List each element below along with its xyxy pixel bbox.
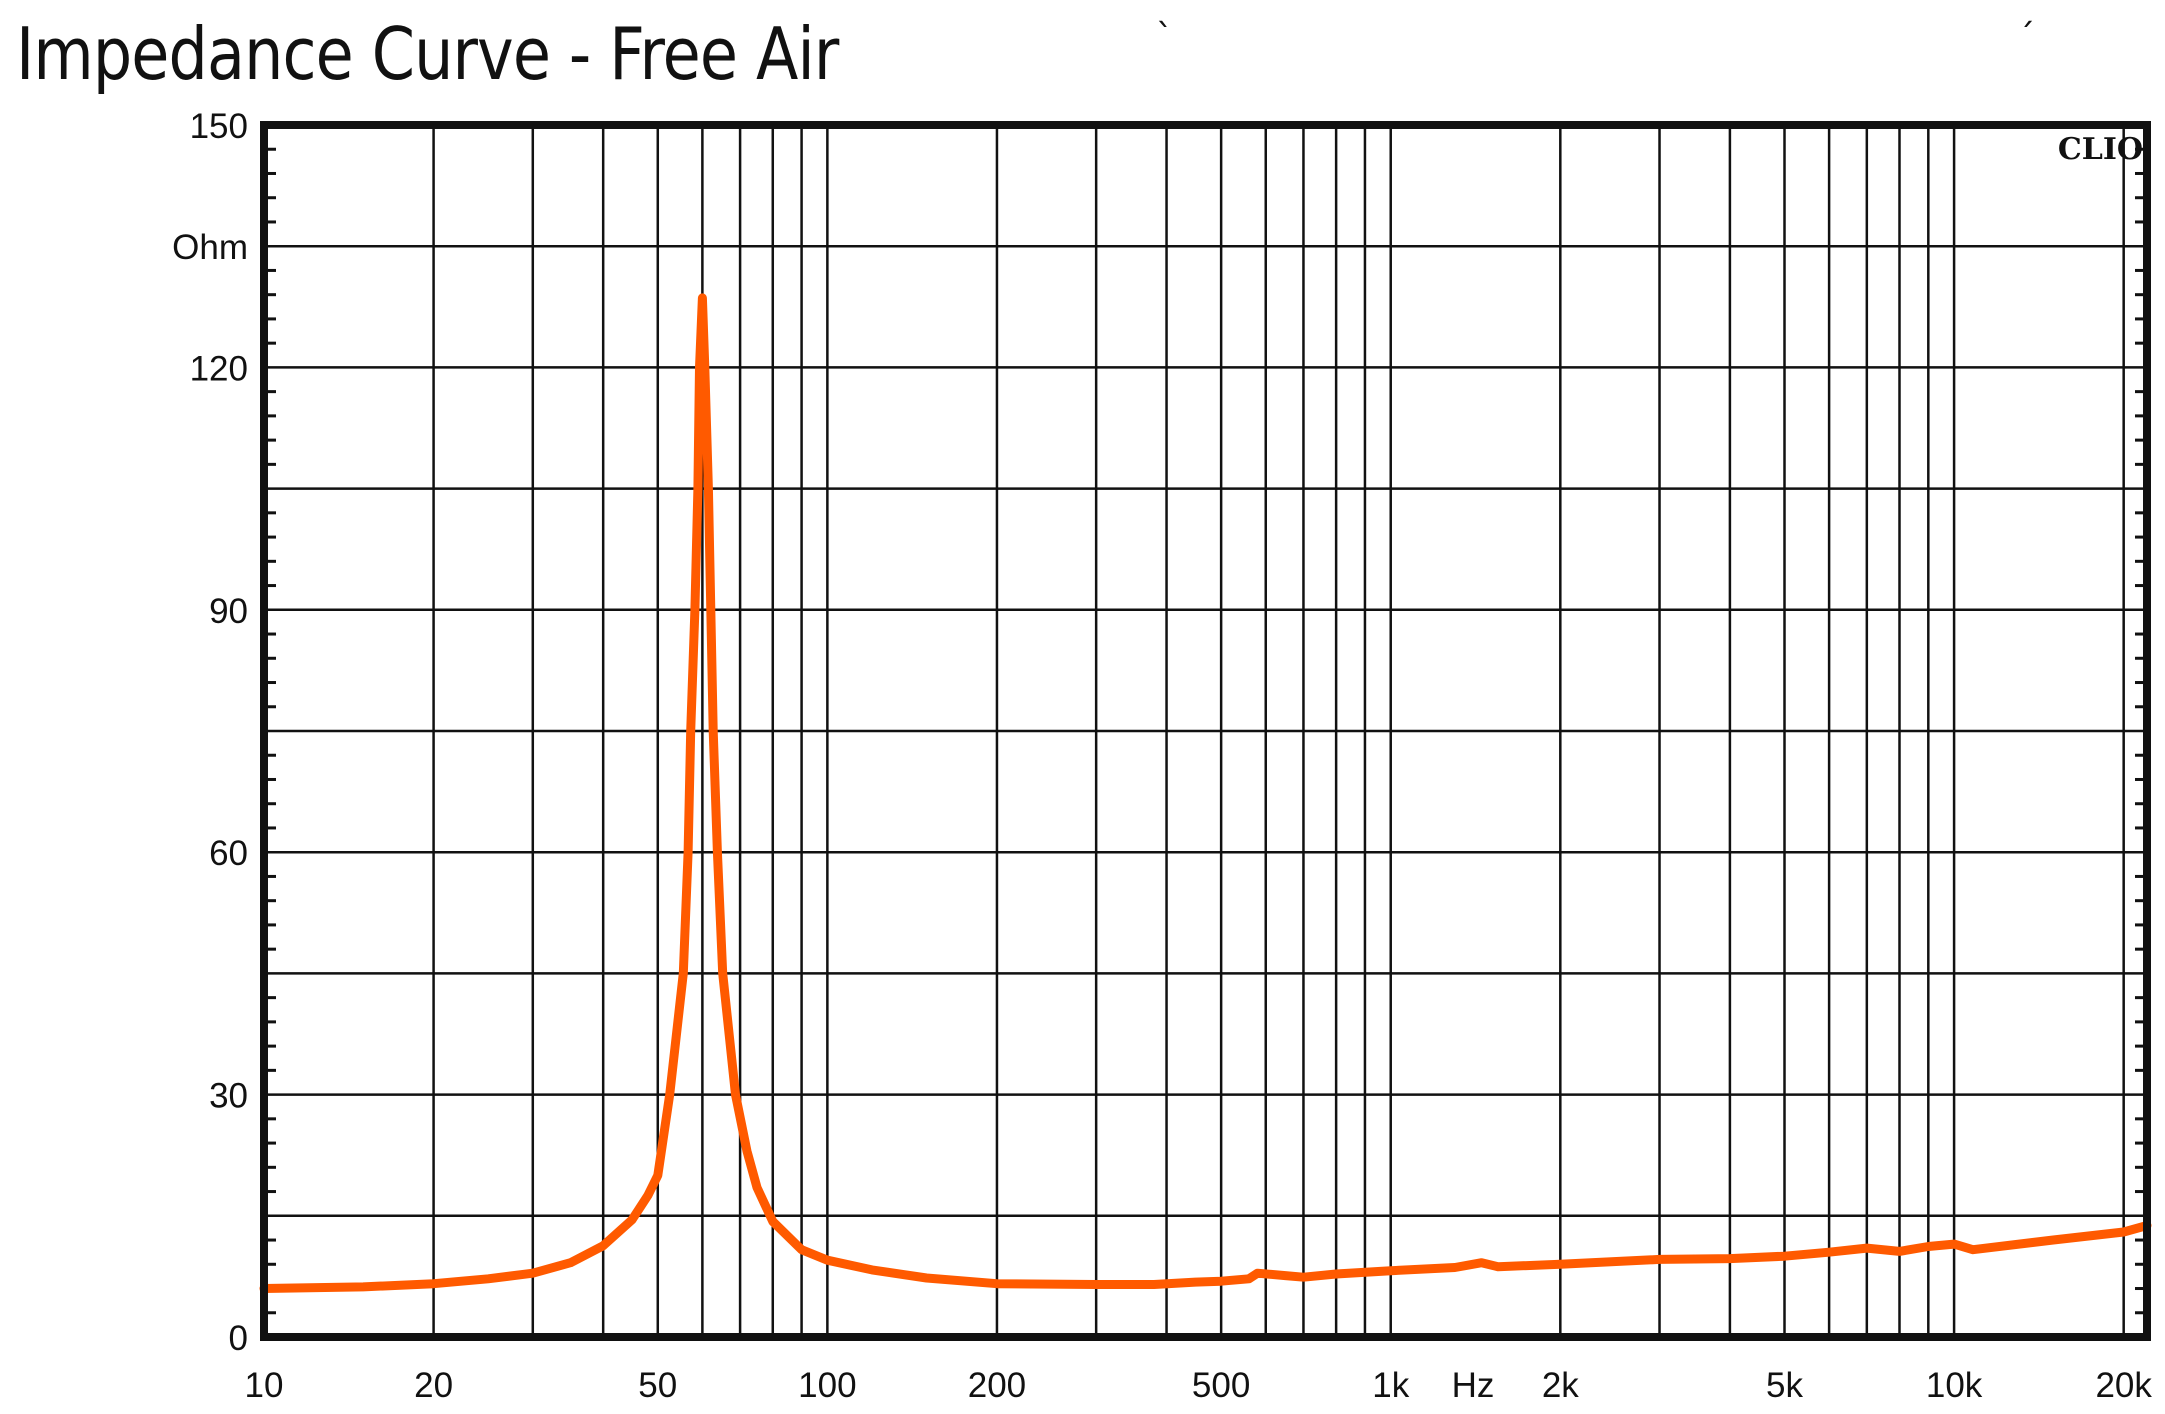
impedance-curve (259, 293, 2152, 1293)
y-tick-label: 30 (209, 1077, 248, 1116)
clio-logo: CLIO (2058, 132, 2143, 167)
x-tick-label: 5k (1766, 1366, 1803, 1405)
x-tick-label: 100 (798, 1366, 856, 1405)
plot-frame (260, 121, 2151, 1341)
y-tick-label: 150 (190, 107, 248, 146)
x-tick-label: 200 (968, 1366, 1026, 1405)
x-tick-label: 1k (1372, 1366, 1409, 1405)
x-axis-unit-label: Hz (1452, 1366, 1495, 1405)
x-tick-label: 500 (1192, 1366, 1250, 1405)
x-tick-label: 10k (1926, 1366, 1983, 1405)
y-tick-label: 60 (209, 834, 248, 873)
x-tick-label: 20 (414, 1366, 453, 1405)
y-tick-label: 120 (190, 349, 248, 388)
stray-mark: ` (1156, 17, 1173, 57)
x-tick-label: 20k (2095, 1366, 2152, 1405)
x-tick-label: 10 (245, 1366, 284, 1405)
y-tick-label: 0 (229, 1319, 248, 1358)
y-axis-unit-label: Ohm (172, 228, 248, 267)
x-tick-label: 2k (1542, 1366, 1579, 1405)
stray-mark: ´ (2018, 17, 2035, 57)
y-tick-label: 90 (209, 592, 248, 631)
x-tick-label: 50 (638, 1366, 677, 1405)
chart-title: Impedance Curve - Free Air (16, 12, 839, 96)
